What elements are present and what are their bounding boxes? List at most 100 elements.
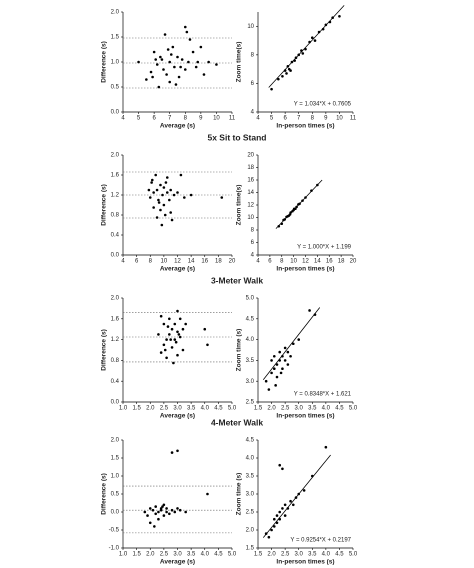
- point: [162, 322, 166, 326]
- point: [168, 317, 171, 321]
- point: [267, 388, 271, 391]
- point: [313, 313, 317, 316]
- point: [154, 58, 157, 61]
- y-tick-label: 6: [251, 240, 255, 246]
- point: [152, 191, 155, 194]
- point: [157, 510, 160, 514]
- point: [275, 363, 279, 366]
- point: [181, 327, 185, 331]
- x-tick-label: 16: [326, 259, 333, 265]
- point: [154, 173, 157, 177]
- point: [174, 83, 178, 86]
- point: [146, 514, 149, 517]
- x-tick-label: 8: [280, 259, 284, 265]
- y-tick-label: 2.0: [111, 438, 120, 444]
- point: [176, 353, 179, 357]
- point: [178, 508, 182, 512]
- point: [155, 216, 159, 219]
- x-tick-label: 12: [302, 259, 309, 265]
- x-tick-label: 10: [213, 116, 220, 122]
- equation: Y = 0.9254*X + 0.2197: [290, 538, 351, 544]
- y-tick-label: 2.5: [246, 510, 255, 516]
- point: [143, 510, 147, 514]
- point: [176, 309, 179, 313]
- point: [172, 193, 176, 197]
- y-tick-label: 16: [247, 178, 254, 184]
- x-tick-label: 1.5: [254, 552, 263, 558]
- point: [150, 181, 153, 184]
- point: [176, 449, 179, 453]
- x-tick-label: 4: [121, 116, 125, 122]
- point: [274, 384, 277, 387]
- y-tick-label: 6: [251, 81, 255, 87]
- point: [291, 503, 295, 507]
- point: [187, 60, 190, 64]
- point: [191, 50, 195, 54]
- x-tick-label: 8: [184, 116, 188, 122]
- point: [270, 528, 273, 532]
- point: [178, 317, 182, 321]
- point: [165, 73, 168, 76]
- point: [308, 40, 311, 44]
- x-tick-label: 1.5: [254, 406, 263, 412]
- point: [168, 80, 172, 84]
- y-tick-label: 4.5: [246, 438, 255, 444]
- point: [194, 65, 198, 69]
- y-tick-label: 0.0: [111, 110, 120, 116]
- y-tick-label: 1.0: [111, 474, 120, 480]
- x-tick-label: 2.5: [160, 406, 169, 412]
- point: [170, 218, 174, 222]
- point: [321, 27, 325, 31]
- point: [172, 361, 175, 365]
- point: [308, 309, 311, 312]
- point: [297, 338, 301, 341]
- point: [294, 496, 298, 499]
- point: [199, 45, 203, 49]
- y-tick-label: 0.8: [111, 358, 120, 364]
- y-tick-label: 2.5: [246, 400, 255, 406]
- point: [283, 69, 287, 72]
- point: [286, 363, 290, 366]
- point: [149, 70, 153, 74]
- y-tick-label: 2.0: [246, 528, 255, 534]
- point: [173, 322, 177, 326]
- point: [283, 346, 287, 350]
- point: [154, 512, 157, 516]
- y-tick-label: 0.4: [111, 379, 120, 385]
- point: [277, 77, 280, 81]
- point: [185, 30, 189, 34]
- x-tick-label: 16: [201, 259, 208, 265]
- point: [159, 183, 162, 187]
- point: [163, 33, 167, 36]
- x-tick-label: 5.0: [349, 552, 358, 558]
- panel: 4 5 6 7 8 9 10 11 0.0 0.5 1.0 1.5 2.0 Average (s) Diff…: [101, 10, 236, 130]
- y-tick-label: 2.0: [111, 10, 120, 16]
- point: [162, 68, 165, 71]
- x-tick-label: 3.5: [187, 552, 196, 558]
- point: [169, 188, 172, 192]
- point: [295, 205, 298, 209]
- point: [165, 338, 168, 341]
- point: [301, 199, 304, 202]
- y-tick-label: 1.5: [111, 35, 120, 41]
- point: [171, 45, 175, 49]
- point: [304, 47, 307, 51]
- y-tick-label: 10: [247, 24, 254, 30]
- point: [331, 16, 334, 20]
- x-tick-label: 4.5: [335, 406, 344, 412]
- point: [160, 58, 164, 61]
- y-tick-label: 0.5: [111, 492, 120, 498]
- x-tick-label: 4.5: [214, 552, 223, 558]
- point: [272, 517, 276, 521]
- x-tick-label: 6: [135, 259, 139, 265]
- point: [151, 508, 155, 512]
- point: [169, 53, 173, 56]
- point: [176, 330, 179, 334]
- point: [176, 55, 179, 59]
- point: [159, 508, 163, 512]
- point: [154, 505, 157, 508]
- section-title: 3-Meter Walk: [211, 275, 263, 285]
- point: [215, 63, 218, 66]
- x-tick-label: 2.5: [160, 552, 169, 558]
